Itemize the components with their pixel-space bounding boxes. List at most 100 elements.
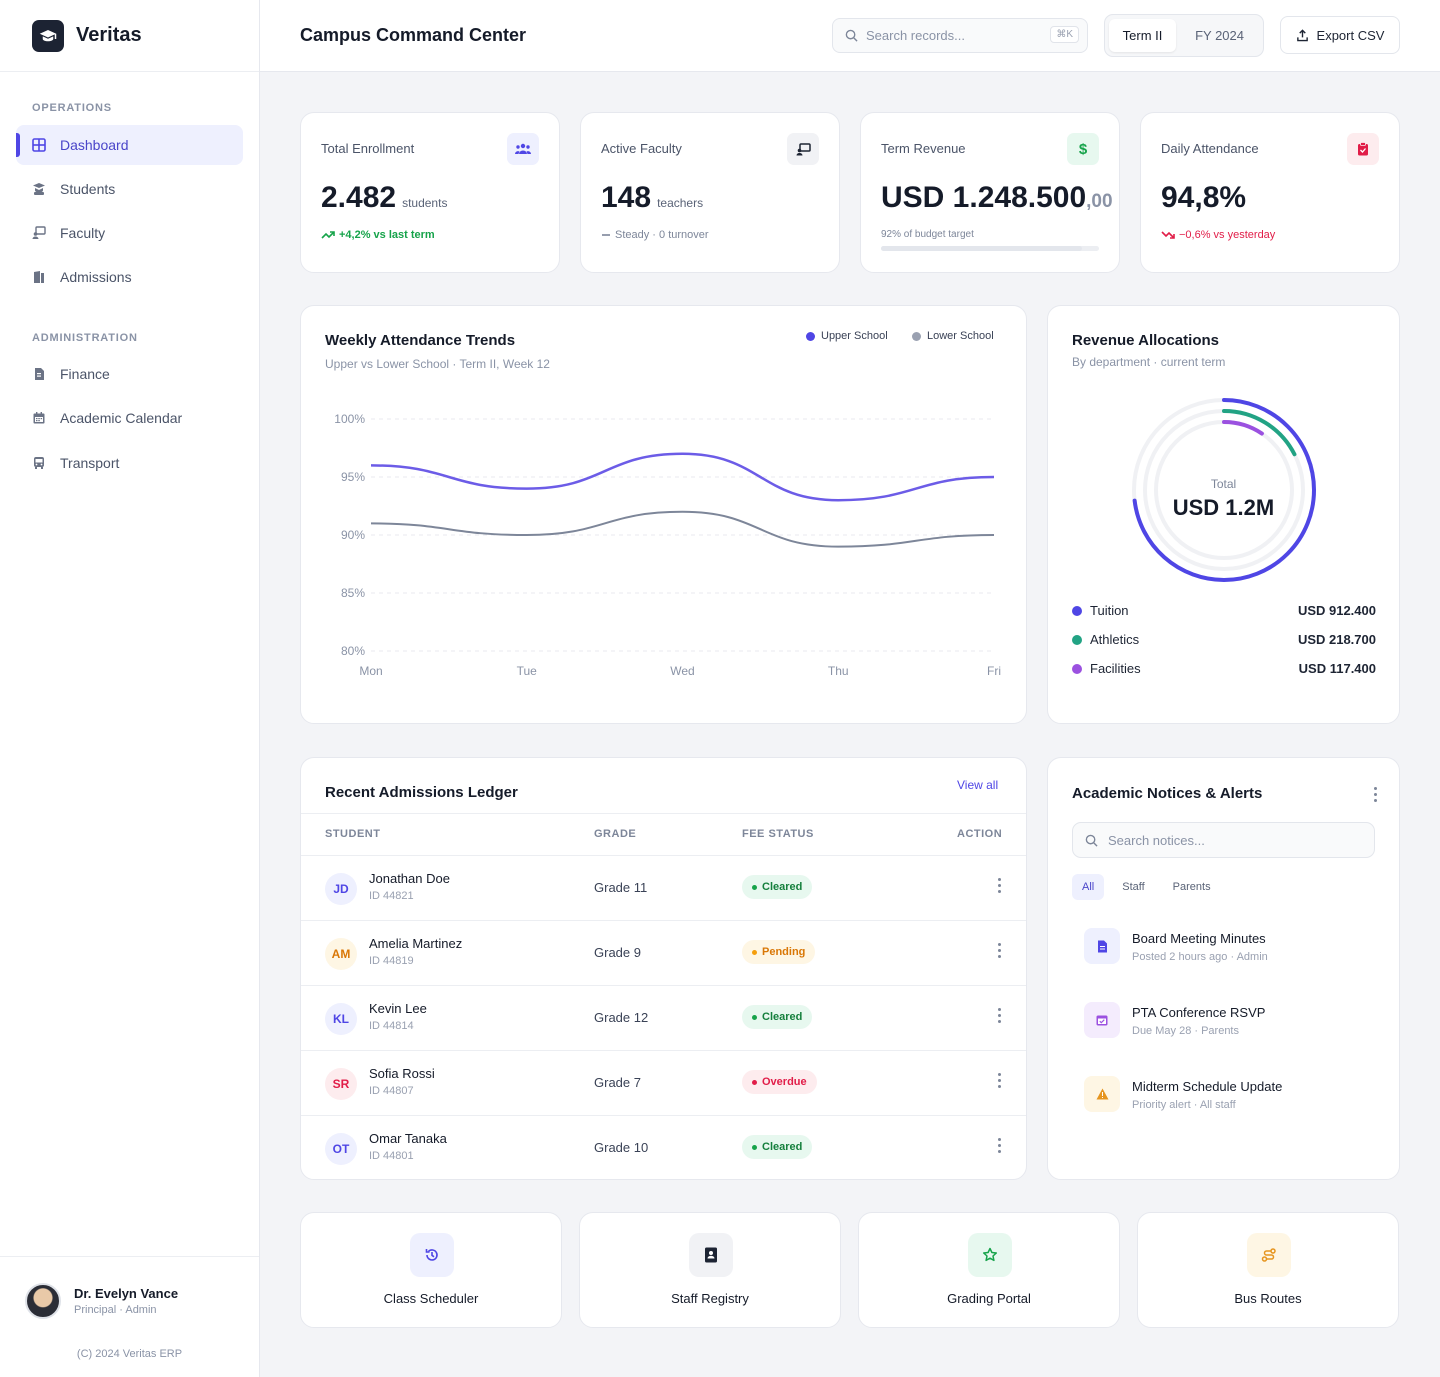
series-line-upper-school[interactable]	[370, 452, 995, 502]
student-id: ID 44801	[369, 1150, 414, 1162]
copyright: (C) 2024 Veritas ERP	[76, 1348, 183, 1360]
sidebar-item-students[interactable]: Students	[16, 169, 243, 209]
table-row[interactable]: AM Amelia Martinez ID 44819 Grade 9 Pend…	[301, 920, 1026, 985]
donut-segment-athletics[interactable]	[1143, 409, 1305, 571]
kpi-card-faculty[interactable]: Active Faculty 148 teachers Steady · 0 tu…	[580, 112, 840, 273]
x-tick-label: Tue	[517, 664, 538, 678]
period-toggle: Term II FY 2024	[1104, 14, 1264, 57]
kpi-card-attendance[interactable]: Daily Attendance 94,8% −0,6% vs yesterda…	[1140, 112, 1400, 273]
search-input[interactable]: Search records... ⌘K	[832, 18, 1088, 53]
legend-lower-school[interactable]: Lower School	[912, 330, 994, 342]
revenue-row-athletics[interactable]: Athletics USD 218.700	[1072, 632, 1376, 647]
avatar[interactable]	[25, 1283, 61, 1319]
column-header-student[interactable]: STUDENT	[325, 828, 381, 840]
tab-staff[interactable]: Staff	[1122, 881, 1145, 893]
sidebar-item-label: Students	[60, 181, 116, 197]
series-line-lower-school[interactable]	[370, 510, 995, 548]
users-icon	[507, 133, 539, 165]
column-header-action: ACTION	[957, 828, 1003, 840]
y-tick-label: 95%	[341, 470, 365, 484]
table-row[interactable]: SR Sofia Rossi ID 44807 Grade 7 Overdue	[301, 1050, 1026, 1115]
notices-title: Academic Notices & Alerts	[1072, 785, 1263, 802]
revenue-value: USD 117.400	[1298, 661, 1376, 676]
status-badge: Overdue	[742, 1070, 817, 1094]
export-csv-button[interactable]: Export CSV	[1280, 16, 1400, 54]
kpi-card-enrollment[interactable]: Total Enrollment 2.482 students +4,2% vs …	[300, 112, 560, 273]
student-avatar: OT	[325, 1133, 357, 1165]
kpi-trend-text: Steady · 0 turnover	[615, 229, 709, 241]
notice-search-input[interactable]: Search notices...	[1072, 822, 1375, 858]
trend-up-icon	[321, 231, 335, 239]
status-badge: Cleared	[742, 875, 813, 899]
kpi-decimals: ,00	[1086, 191, 1113, 212]
notice-title: Midterm Schedule Update	[1132, 1079, 1283, 1094]
kpi-value: USD 1.248.500,00	[881, 181, 1113, 215]
sidebar-item-dashboard[interactable]: Dashboard	[16, 125, 243, 165]
notice-search-placeholder: Search notices...	[1108, 832, 1205, 848]
legend-dot	[806, 331, 815, 341]
revenue-row-facilities[interactable]: Facilities USD 117.400	[1072, 661, 1376, 676]
notice-item[interactable]: Midterm Schedule Update Priority alert ·…	[1084, 1076, 1374, 1116]
calendar-icon	[33, 412, 45, 424]
student-grade: Grade 7	[594, 1075, 641, 1090]
row-menu-icon[interactable]	[994, 878, 1004, 898]
revenue-title: Revenue Allocations	[1072, 332, 1219, 349]
brand[interactable]: Veritas	[0, 0, 259, 72]
student-id: ID 44814	[369, 1020, 414, 1032]
row-menu-icon[interactable]	[994, 1138, 1004, 1158]
revenue-value: USD 218.700	[1297, 632, 1376, 647]
student-grade: Grade 11	[594, 880, 648, 895]
donut-segment-tuition[interactable]	[1132, 398, 1316, 582]
table-row[interactable]: JD Jonathan Doe ID 44821 Grade 11 Cleare…	[301, 855, 1026, 920]
status-text: Pending	[762, 946, 806, 958]
row-menu-icon[interactable]	[994, 1073, 1004, 1093]
sidebar-item-finance[interactable]: Finance	[16, 354, 243, 394]
legend-dot	[912, 331, 921, 341]
kpi-card-revenue[interactable]: Term Revenue $ USD 1.248.500,00 92% of b…	[860, 112, 1120, 273]
status-badge: Cleared	[742, 1005, 813, 1029]
student-icon	[33, 183, 45, 195]
quick-link-class-scheduler[interactable]: Class Scheduler	[300, 1212, 562, 1328]
quick-link-label: Class Scheduler	[383, 1291, 479, 1306]
toggle-term[interactable]: Term II	[1109, 19, 1177, 52]
notice-item[interactable]: PTA Conference RSVP Due May 28 · Parents	[1084, 1002, 1374, 1042]
notice-title: Board Meeting Minutes	[1132, 931, 1266, 946]
clipboard-icon	[1347, 133, 1379, 165]
table-row[interactable]: KL Kevin Lee ID 44814 Grade 12 Cleared	[301, 985, 1026, 1050]
row-menu-icon[interactable]	[994, 1008, 1004, 1028]
page-title: Campus Command Center	[300, 25, 527, 45]
row-menu-icon[interactable]	[994, 943, 1004, 963]
quick-link-bus-routes[interactable]: Bus Routes	[1137, 1212, 1399, 1328]
legend-upper-school[interactable]: Upper School	[806, 330, 888, 342]
chart-subtitle: Upper vs Lower School · Term II, Week 12	[325, 357, 550, 371]
kpi-number: USD 1.248.500	[881, 181, 1087, 214]
student-name: Jonathan Doe	[369, 871, 450, 886]
kpi-number: 94,8%	[1161, 181, 1247, 214]
table-row[interactable]: OT Omar Tanaka ID 44801 Grade 10 Cleared	[301, 1115, 1026, 1179]
quick-link-grading-portal[interactable]: Grading Portal	[858, 1212, 1120, 1328]
notice-item[interactable]: Board Meeting Minutes Posted 2 hours ago…	[1084, 928, 1374, 968]
sidebar-item-academic-calendar[interactable]: Academic Calendar	[16, 398, 243, 438]
y-tick-label: 90%	[341, 528, 365, 542]
kpi-number: 148	[601, 181, 652, 214]
sidebar-item-admissions[interactable]: Admissions	[16, 257, 243, 297]
sidebar-item-faculty[interactable]: Faculty	[16, 213, 243, 253]
sidebar-item-transport[interactable]: Transport	[16, 443, 243, 483]
tab-parents[interactable]: Parents	[1172, 881, 1211, 893]
kpi-title: Active Faculty	[601, 141, 682, 156]
calendar-check-icon	[1084, 1002, 1120, 1038]
tab-all[interactable]: All	[1072, 874, 1105, 900]
toggle-fy[interactable]: FY 2024	[1195, 28, 1244, 43]
view-all-link[interactable]: View all	[957, 778, 999, 792]
more-options-icon[interactable]	[1370, 787, 1380, 807]
grid-icon	[32, 138, 46, 152]
donut-segment-facilities[interactable]	[1154, 420, 1294, 560]
kpi-title: Daily Attendance	[1161, 141, 1259, 156]
quick-link-staff-registry[interactable]: Staff Registry	[579, 1212, 841, 1328]
y-tick-label: 85%	[341, 586, 365, 600]
column-header-grade[interactable]: GRADE	[594, 828, 637, 840]
user-name: Dr. Evelyn Vance	[74, 1286, 179, 1301]
revenue-row-tuition[interactable]: Tuition USD 912.400	[1072, 603, 1376, 618]
column-header-fee-status[interactable]: FEE STATUS	[742, 828, 814, 840]
bus-icon	[34, 457, 44, 469]
